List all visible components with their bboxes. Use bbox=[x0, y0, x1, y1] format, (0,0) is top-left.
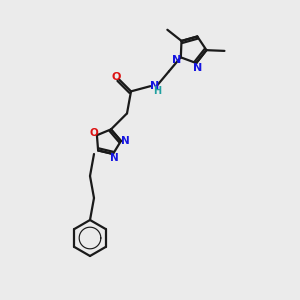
Text: N: N bbox=[193, 63, 202, 73]
Text: O: O bbox=[89, 128, 98, 138]
Text: N: N bbox=[150, 81, 159, 91]
Text: O: O bbox=[111, 72, 121, 82]
Text: N: N bbox=[172, 55, 181, 65]
Text: H: H bbox=[153, 86, 161, 96]
Text: N: N bbox=[121, 136, 129, 146]
Text: N: N bbox=[110, 153, 119, 163]
